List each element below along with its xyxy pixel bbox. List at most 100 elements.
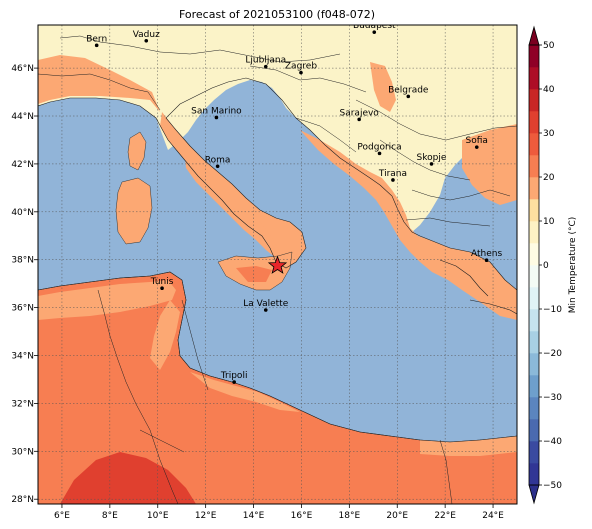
city-label: San Marino <box>191 106 242 116</box>
city-dot <box>144 39 149 43</box>
colorbar-band <box>529 287 539 310</box>
map-frame <box>37 24 518 505</box>
city-dot <box>429 162 434 166</box>
city-podgorica: Podgorica <box>357 142 402 156</box>
figure-title: Forecast of 2021053100 (f048-072) <box>179 8 375 21</box>
city-label: Roma <box>205 155 231 165</box>
colorbar-band <box>529 265 539 288</box>
y-tick-label: 42°N <box>11 160 34 170</box>
city-tunis: Tunis <box>150 277 174 291</box>
city-belgrade: Belgrade <box>388 85 429 99</box>
colorbar-band <box>529 89 539 112</box>
colorbar-over-arrow <box>528 25 540 46</box>
x-tick-label: 8°E <box>102 511 118 521</box>
colorbar-band <box>529 67 539 90</box>
land-warm-westalps <box>38 55 160 112</box>
colorbar-band <box>529 45 539 68</box>
land-tunisia-coast <box>150 300 180 370</box>
city-dot <box>484 258 489 262</box>
colorbar-band <box>529 177 539 200</box>
city-dot <box>160 286 164 291</box>
city-tripoli: Tripoli <box>220 371 248 384</box>
land-warm-tyrrhenian-coast <box>184 150 280 258</box>
colorbar-band <box>529 199 539 222</box>
city-dot <box>232 380 236 384</box>
city-label: Sarajevo <box>340 108 380 118</box>
city-tirana: Tirana <box>378 169 407 182</box>
city-label: Tirana <box>378 169 407 179</box>
colorbar-tick-label: 30 <box>543 129 555 139</box>
colorbar-ticks: 50 40 30 20 10 0 −10 −20 −30 −40 −50 <box>539 41 562 491</box>
y-tick-label: 40°N <box>11 208 34 218</box>
city-dot <box>299 70 303 75</box>
colorbar-band <box>529 463 539 486</box>
coastlines <box>38 77 517 443</box>
city-dot <box>263 64 268 69</box>
city-bern: Bern <box>86 34 107 48</box>
y-tick-label: 32°N <box>11 399 34 409</box>
city-dot <box>215 164 220 169</box>
colorbar-band <box>529 155 539 178</box>
x-tick-label: 18°E <box>339 511 361 521</box>
colorbar-band <box>529 133 539 156</box>
x-tick-label: 16°E <box>291 511 313 521</box>
colorbar-band <box>529 111 539 134</box>
city-label: Tripoli <box>220 371 248 381</box>
y-tick-label: 28°N <box>11 495 34 505</box>
x-tick-label: 20°E <box>386 511 408 521</box>
y-tick-label: 44°N <box>11 112 34 122</box>
country-borders <box>38 35 517 504</box>
colorbar <box>528 25 540 505</box>
city-athens: Athens <box>471 249 502 262</box>
y-tick-label: 34°N <box>11 352 34 362</box>
colorbar-tick-label: −10 <box>543 305 562 315</box>
city-sofia: Sofia <box>466 136 488 149</box>
city-label: Sofia <box>466 136 488 146</box>
city-dot <box>357 117 361 122</box>
y-tick-label: 38°N <box>11 256 34 266</box>
colorbar-under-arrow <box>528 484 540 505</box>
longitude-ticks: 6°E 8°E 10°E 12°E 14°E 16°E 18°E 20°E 22°E 24°E <box>54 504 504 521</box>
colorbar-band <box>529 375 539 398</box>
star-icon <box>267 255 288 274</box>
city-sarajevo: Sarajevo <box>340 108 380 122</box>
colorbar-tick-label: −30 <box>543 393 562 403</box>
city-label: La Valette <box>243 299 288 309</box>
city-dot <box>372 30 377 34</box>
colorbar-tick-label: −50 <box>543 481 562 491</box>
city-dot <box>94 43 99 48</box>
colorbar-tick-label: 40 <box>543 85 555 95</box>
colorbar-band <box>529 397 539 420</box>
latitude-ticks: 28°N 30°N 32°N 34°N 36°N 38°N 40°N 42°N 44°N 46°N <box>11 64 38 505</box>
city-dot <box>263 308 268 312</box>
city-label: Ljubljana <box>245 56 286 66</box>
city-label: Zagreb <box>285 62 317 72</box>
city-san-marino: San Marino <box>191 106 242 120</box>
city-dot <box>474 145 479 149</box>
colorbar-label: Min Temperature (°C) <box>568 217 578 314</box>
x-tick-label: 24°E <box>482 511 504 521</box>
colorbar-band <box>529 309 539 332</box>
city-label: Bern <box>86 34 107 44</box>
city-label: Podgorica <box>357 142 401 152</box>
land-warm-italy <box>160 112 306 268</box>
y-tick-label: 30°N <box>11 447 34 457</box>
city-label: Belgrade <box>388 85 429 95</box>
colorbar-band <box>529 243 539 266</box>
city-budapest: Budapest <box>353 21 396 34</box>
map-gridlines <box>38 25 517 504</box>
city-zagreb: Zagreb <box>285 62 317 75</box>
land-warm-greece-east <box>462 124 517 205</box>
x-tick-label: 14°E <box>243 511 265 521</box>
city-label: Budapest <box>353 21 396 31</box>
land-sicily-warm <box>236 266 272 282</box>
land-egypt-coast <box>420 436 517 456</box>
land-warm-hungary <box>370 62 396 112</box>
land-warm-balkans <box>300 130 517 320</box>
y-tick-label: 46°N <box>11 64 34 74</box>
colorbar-tick-label: 0 <box>543 261 549 271</box>
city-roma: Roma <box>205 155 231 169</box>
